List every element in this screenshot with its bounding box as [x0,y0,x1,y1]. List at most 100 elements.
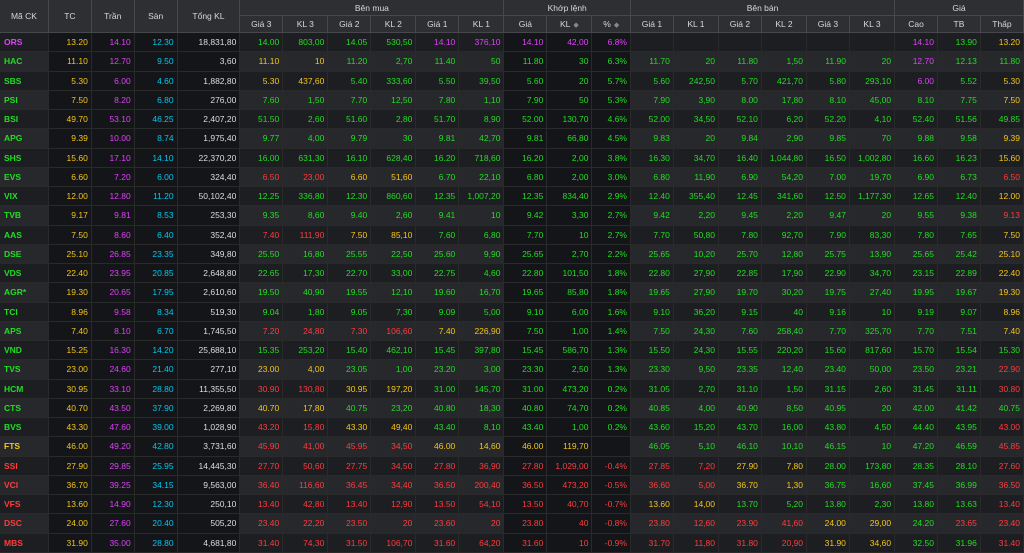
stat-low-cell: 15.30 [980,340,1024,361]
table-row[interactable]: VCI 36.70 39.25 34.15 9,563,00 36.40 116,60 36.… [0,475,1024,496]
sell-vol-cell: 41,60 [761,513,808,534]
table-row[interactable]: DSC 24.00 27.60 20.40 505,20 23.40 22,20 23.50 2… [0,513,1024,534]
header-match-0[interactable]: Giá [503,15,548,33]
header-match-2[interactable]: % ◆ [591,15,631,33]
header-buy-kl-1[interactable]: KL 1 [458,15,505,33]
symbol-cell[interactable]: TVB [0,205,49,226]
ceil-cell: 9.81 [91,205,135,226]
symbol-cell[interactable]: VFS [0,494,49,515]
table-row[interactable]: ORS 13.20 14.10 12.30 18,831,80 14.00 803,00 14… [0,32,1024,53]
table-row[interactable]: HCM 30.95 33.10 28.80 11,355,50 30.90 130,80 30… [0,379,1024,399]
table-row[interactable]: BVS 43.30 47.60 39.00 1,028,90 43.20 15,80 43.3… [0,417,1024,438]
header-total-vol[interactable]: Tổng KL [177,0,241,33]
symbol-cell[interactable]: SBS [0,71,49,91]
table-row[interactable]: VND 15.25 16.30 14.20 25,688,10 15.35 253,20 15… [0,340,1024,361]
header-sell-giá-1[interactable]: Giá 1 [630,15,674,33]
sort-icon[interactable]: ◆ [573,22,579,29]
symbol-cell[interactable]: PSI [0,90,49,111]
table-row[interactable]: APG 9.39 10.00 8.74 1,975,40 9.77 4,00 9.79 30 9.… [0,128,1024,149]
header-match-1[interactable]: KL ◆ [546,15,593,33]
symbol-cell[interactable]: TCI [0,302,49,322]
table-row[interactable]: TVB 9.17 9.81 8.53 253,30 9.35 8,60 9.40 2,60 9.4… [0,205,1024,226]
header-floor[interactable]: Sàn [134,0,178,33]
symbol-cell[interactable]: APS [0,321,49,342]
table-row[interactable]: VIX 12.00 12.80 11.20 50,102,40 12.25 336,80 12… [0,186,1024,207]
symbol-cell[interactable]: SHS [0,148,49,168]
header-buy-kl-3[interactable]: KL 3 [282,15,329,33]
header-sell-kl-3[interactable]: KL 3 [849,15,896,33]
table-row[interactable]: PSI 7.50 8.20 6.80 276,00 7.60 1,50 7.70 12,50 7.… [0,90,1024,111]
symbol-cell[interactable]: VDS [0,263,49,284]
table-row[interactable]: SBS 5.30 6.00 4.60 1,882,80 5.30 437,60 5.40 333… [0,71,1024,91]
symbol-cell[interactable]: VND [0,340,49,361]
sell-price-cell: 13.70 [718,494,762,515]
header-ceil[interactable]: Trần [91,0,135,33]
table-row[interactable]: VFS 13.60 14.90 12.30 250,10 13.40 42,80 13.40 1… [0,494,1024,515]
header-sell-giá-3[interactable]: Giá 3 [806,15,850,33]
table-row[interactable]: TCI 8.96 9.58 8.34 519,30 9.04 1,80 9.05 7,30 9.0… [0,302,1024,322]
sort-icon[interactable]: ◆ [613,22,620,29]
table-row[interactable]: AAS 7.50 8.60 6.40 352,40 7.40 111,90 7.50 85,10… [0,225,1024,245]
symbol-cell[interactable]: VIX [0,186,49,207]
stat-high-cell: 15.70 [894,340,938,361]
symbol-cell[interactable]: DSC [0,513,49,534]
header-sell-giá-2[interactable]: Giá 2 [718,15,762,33]
header-buy-kl-2[interactable]: KL 2 [370,15,417,33]
sell-vol-cell: 13,90 [849,244,896,265]
symbol-cell[interactable]: EVS [0,167,49,188]
symbol-cell[interactable]: CTS [0,398,49,419]
buy-price-cell: 16.20 [415,148,460,168]
symbol-cell[interactable]: TVS [0,359,49,380]
header-stat-1[interactable]: TB [937,15,981,33]
table-row[interactable]: FTS 46.00 49.20 42.80 3,731,60 45.90 41,00 45.9… [0,436,1024,457]
table-row[interactable]: MBS 31.90 35.00 28.80 4,681,80 31.40 74,30 31.5… [0,533,1024,553]
symbol-cell[interactable]: DSE [0,244,49,265]
sell-vol-cell: 325,70 [849,321,896,342]
buy-price-cell: 25.60 [415,244,460,265]
sell-price-cell: 9.42 [630,205,674,226]
header-stat-0[interactable]: Cao [894,15,938,33]
header-sell-giá-2-label: Giá 2 [729,19,751,29]
symbol-cell[interactable]: AAS [0,225,49,245]
header-stat-2[interactable]: Thấp [980,15,1024,33]
sell-price-cell: 36.60 [630,475,674,496]
table-row[interactable]: CTS 40.70 43.50 37.90 2,269,80 40.70 17,80 40.7… [0,398,1024,419]
ceil-cell: 23.95 [91,263,135,284]
symbol-cell[interactable]: HCM [0,379,49,399]
ceil-cell: 6.00 [91,71,135,91]
ref-cell: 23.00 [48,359,92,380]
table-row[interactable]: AGR* 19.30 20.65 17.95 2,610,60 19.50 40,90 19.… [0,282,1024,303]
floor-cell: 34.15 [134,475,178,496]
header-symbol[interactable]: Mã CK [0,0,49,33]
table-row[interactable]: TVS 23.00 24.60 21.40 277,10 23.00 4,00 23.05 1,… [0,359,1024,380]
header-sell-kl-2[interactable]: KL 2 [761,15,808,33]
symbol-cell[interactable]: AGR* [0,282,49,303]
symbol-cell[interactable]: APG [0,128,49,149]
symbol-cell[interactable]: BVS [0,417,49,438]
sell-vol-cell: 6,20 [761,109,808,130]
table-row[interactable]: BSI 49.70 53.10 46.25 2,407,20 51.50 2,60 51.60… [0,109,1024,130]
match-price-cell: 25.65 [503,244,548,265]
table-row[interactable]: SHS 15.60 17.10 14.10 22,370,20 16.00 631,30 16… [0,148,1024,168]
floor-cell: 23.35 [134,244,178,265]
ceil-cell: 8.60 [91,225,135,245]
symbol-cell[interactable]: BSI [0,109,49,130]
table-row[interactable]: VDS 22.40 23.95 20.85 2,648,80 22.65 17,30 22.7… [0,263,1024,284]
header-sell-kl-1[interactable]: KL 1 [673,15,720,33]
header-buy-giá-3[interactable]: Giá 3 [239,15,284,33]
buy-vol-cell: 4,60 [458,263,505,284]
sell-vol-cell: 40 [761,302,808,322]
symbol-cell[interactable]: HAC [0,51,49,72]
symbol-cell[interactable]: ORS [0,32,49,53]
symbol-cell[interactable]: MBS [0,533,49,553]
symbol-cell[interactable]: FTS [0,436,49,457]
table-row[interactable]: DSE 25.10 26.85 23.35 349,80 25.50 16,80 25.55 2… [0,244,1024,265]
table-row[interactable]: APS 7.40 8.10 6.70 1,745,50 7.20 24,80 7.30 106,… [0,321,1024,342]
match-vol-cell: 2,50 [546,359,593,380]
table-row[interactable]: HAC 11.10 12.70 9.50 3,60 11.10 10 11.20 2,70 11.… [0,51,1024,72]
header-buy-giá-1[interactable]: Giá 1 [415,15,460,33]
header-ref[interactable]: TC [48,0,92,33]
table-row[interactable]: EVS 6.60 7.20 6.00 324,40 6.50 23,00 6.60 51,60 6… [0,167,1024,188]
header-buy-giá-2[interactable]: Giá 2 [327,15,372,33]
symbol-cell[interactable]: VCI [0,475,49,496]
